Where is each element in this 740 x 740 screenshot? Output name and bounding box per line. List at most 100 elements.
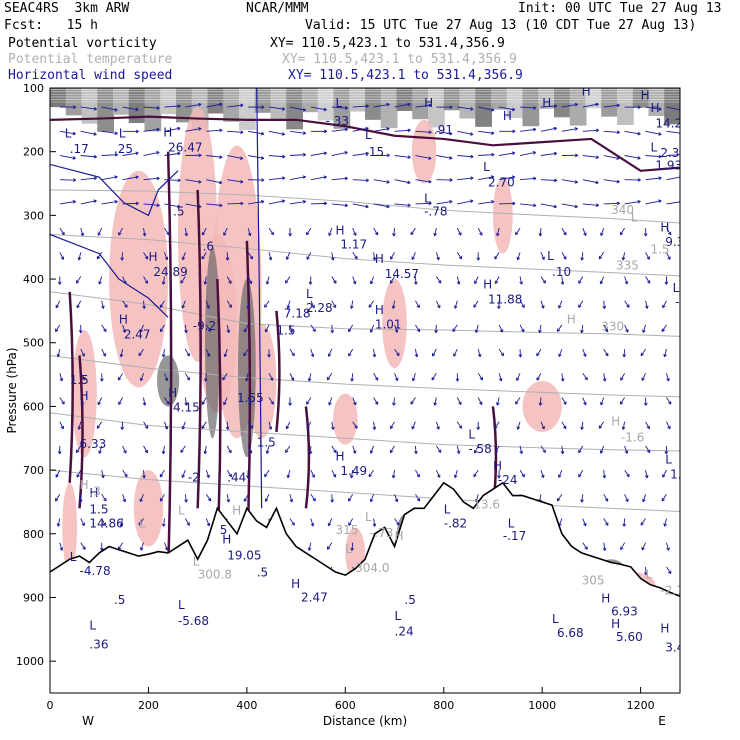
- wind-vector: [120, 349, 124, 358]
- wind-vector: [143, 177, 160, 181]
- wind-arrowhead: [144, 425, 149, 429]
- wind-arrowhead: [664, 451, 669, 455]
- wind-arrowhead: [286, 305, 291, 309]
- wind-arrowhead: [433, 402, 437, 406]
- wind-vector: [101, 200, 118, 205]
- wind-vector: [582, 227, 587, 236]
- wind-vector: [540, 252, 545, 260]
- wind-arrowhead: [536, 377, 540, 381]
- x-tick-label: 400: [236, 699, 257, 712]
- pv-shade: [365, 88, 382, 120]
- wind-arrowhead: [494, 280, 499, 284]
- wind-arrowhead: [118, 232, 122, 236]
- wind-vector: [289, 324, 293, 333]
- wind-arrowhead: [558, 353, 562, 357]
- pv-shade: [176, 88, 193, 123]
- wind-vector: [494, 276, 500, 284]
- wind-arrowhead: [556, 497, 561, 502]
- wind-extremum-label: 2.47: [301, 590, 328, 604]
- wind-arrowhead: [288, 233, 292, 237]
- wind-arrowhead: [646, 425, 650, 430]
- wind-arrowhead: [428, 130, 432, 135]
- wind-vector: [415, 276, 417, 285]
- wind-arrowhead: [261, 105, 265, 109]
- wind-arrowhead: [55, 497, 59, 502]
- wind-vector: [122, 445, 127, 454]
- pv-extremum-label: L: [335, 96, 342, 110]
- wind-vector: [436, 155, 453, 159]
- wind-arrowhead: [103, 497, 107, 502]
- wind-arrowhead: [198, 180, 202, 184]
- wind-vector: [452, 324, 458, 332]
- wind-arrowhead: [474, 450, 478, 454]
- wind-arrowhead: [622, 523, 627, 527]
- wind-extremum-label: .36: [89, 637, 108, 651]
- field-label-pv: Potential vorticity: [8, 36, 157, 51]
- wind-arrowhead: [428, 103, 432, 108]
- wind-vector: [205, 348, 210, 357]
- wind-vector: [645, 200, 662, 205]
- wind-arrowhead: [102, 353, 106, 357]
- wind-arrowhead: [490, 175, 495, 179]
- wind-arrowhead: [479, 376, 484, 381]
- wind-vector: [287, 300, 291, 309]
- wind-arrowhead: [311, 474, 315, 478]
- wind-arrowhead: [494, 449, 499, 454]
- wind-arrowhead: [352, 280, 357, 285]
- wind-vector: [519, 128, 536, 132]
- wind-vector: [556, 494, 563, 502]
- wind-vector: [603, 518, 609, 526]
- wind-vector: [394, 129, 411, 132]
- wind-vector: [184, 518, 190, 526]
- pv-shade: [601, 88, 618, 117]
- wind-arrowhead: [449, 199, 453, 204]
- wind-vector: [368, 300, 374, 308]
- wind-arrowhead: [285, 256, 290, 260]
- y-axis-label: Pressure (hPa): [5, 347, 19, 433]
- wind-vector: [140, 373, 144, 381]
- pv-contour: [166, 151, 173, 573]
- wind-arrowhead: [181, 474, 185, 478]
- y-tick-label: 300: [23, 209, 44, 222]
- wind-arrowhead: [416, 304, 420, 309]
- wind-arrowhead: [142, 233, 147, 237]
- y-tick-label: 400: [23, 273, 44, 286]
- theta-extremum-label: L: [139, 516, 146, 530]
- wind-vector: [410, 227, 416, 235]
- wind-vector: [143, 151, 160, 156]
- wind-vector: [59, 155, 76, 159]
- wind-extremum-label: L: [70, 550, 77, 564]
- pv-shade: [270, 88, 288, 122]
- wind-arrowhead: [207, 497, 212, 502]
- wind-vector: [457, 177, 474, 181]
- wind-vector: [540, 127, 557, 132]
- wind-arrowhead: [265, 281, 270, 285]
- wind-arrowhead: [265, 450, 270, 454]
- wind-arrowhead: [605, 522, 609, 526]
- wind-extremum-label: H: [168, 386, 177, 400]
- wind-arrowhead: [228, 473, 232, 478]
- wind-arrowhead: [302, 107, 306, 112]
- wind-arrowhead: [93, 199, 97, 204]
- wind-arrowhead: [93, 107, 97, 111]
- theta-extremum-label: .3: [89, 485, 100, 499]
- wind-vector: [666, 542, 670, 551]
- pv-shade: [317, 88, 335, 121]
- wind-arrowhead: [474, 280, 478, 285]
- wind-vector: [139, 324, 144, 333]
- wind-arrowhead: [624, 450, 629, 454]
- wind-arrowhead: [374, 231, 379, 236]
- wind-arrowhead: [449, 178, 453, 182]
- wind-vector: [310, 494, 316, 502]
- wind-extremum-label: H: [493, 459, 502, 473]
- wind-arrowhead: [521, 473, 525, 478]
- wind-arrowhead: [369, 498, 374, 503]
- wind-arrowhead: [354, 425, 358, 429]
- wind-vector: [159, 300, 165, 308]
- wind-vector: [435, 445, 442, 453]
- wind-arrowhead: [285, 280, 289, 284]
- wind-arrowhead: [201, 401, 206, 405]
- wind-arrowhead: [640, 522, 644, 526]
- wind-arrowhead: [122, 329, 127, 333]
- theta-extremum-label: H: [80, 478, 89, 492]
